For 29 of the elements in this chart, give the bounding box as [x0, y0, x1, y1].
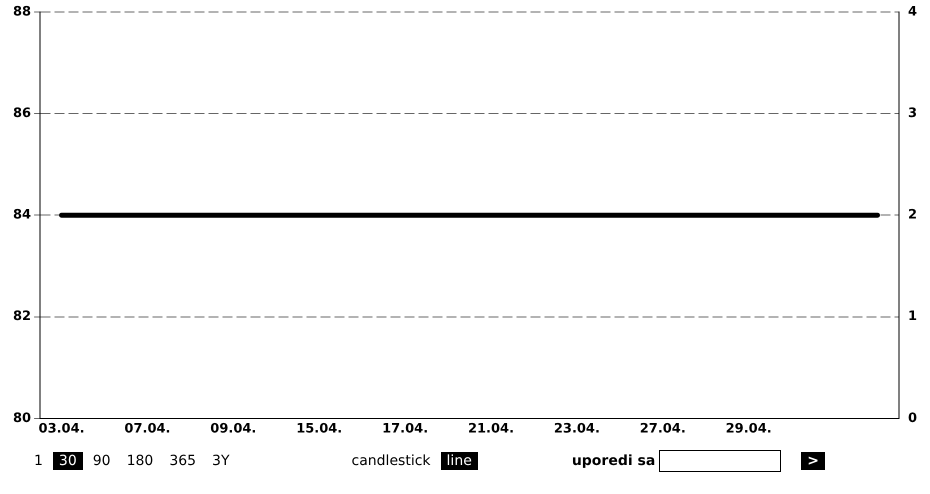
- y2-tick-label: 3: [908, 106, 917, 121]
- x-tick-label: 27.04.: [640, 422, 686, 437]
- text: 365: [168, 452, 198, 470]
- y-tick-label: 82: [12, 309, 32, 324]
- x-tick-label: 21.04.: [468, 422, 514, 437]
- text: uporedi sa: [572, 453, 656, 469]
- x-tick-label: 09.04.: [210, 422, 256, 437]
- text: candlestick: [350, 452, 432, 470]
- y2-tick-label: 4: [908, 4, 917, 20]
- text: 1: [33, 452, 44, 470]
- text: 30: [52, 452, 83, 470]
- y-tick-label: 88: [12, 4, 32, 20]
- x-tick-label: 15.04.: [296, 422, 342, 437]
- y-tick-label: 80: [12, 410, 32, 426]
- text: line: [440, 452, 478, 470]
- y2-tick-label: 2: [908, 208, 917, 223]
- x-tick-label: 07.04.: [124, 422, 170, 437]
- x-tick-label: 03.04.: [38, 422, 85, 437]
- y-tick-label: 84: [12, 208, 32, 223]
- text: >: [801, 452, 826, 470]
- x-tick-label: 17.04.: [382, 422, 428, 437]
- y2-tick-label: 0: [908, 410, 917, 426]
- text: 3Y: [211, 452, 231, 470]
- y-tick-label: 86: [12, 106, 32, 121]
- x-tick-label: 29.04.: [726, 422, 772, 437]
- text: 90: [92, 452, 112, 470]
- x-tick-label: 23.04.: [554, 422, 600, 437]
- text: 180: [126, 452, 154, 470]
- y2-tick-label: 1: [908, 309, 917, 324]
